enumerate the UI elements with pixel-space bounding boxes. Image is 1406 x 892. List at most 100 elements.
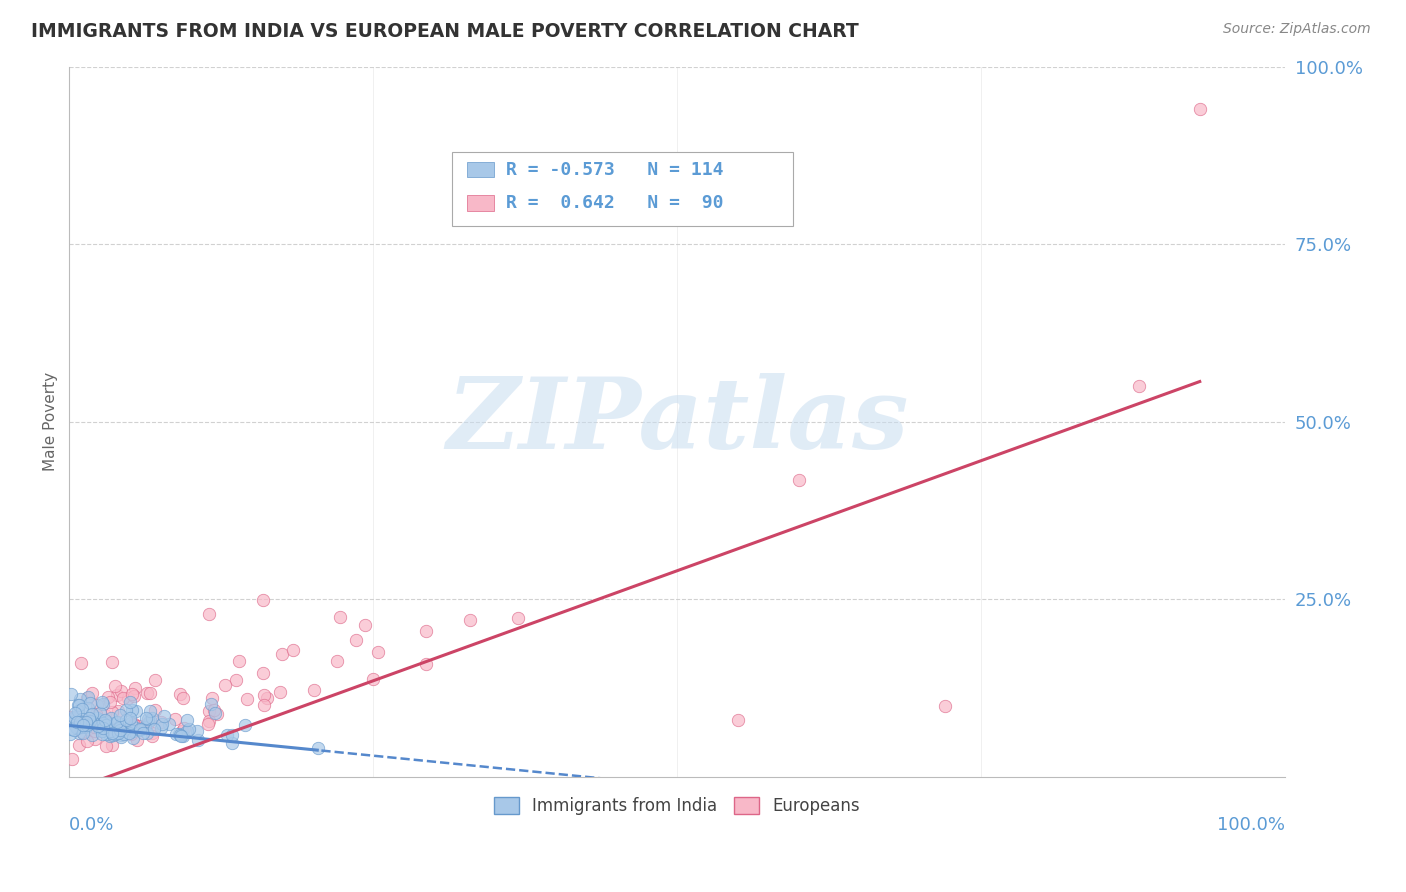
- Point: [128, 718, 150, 732]
- Point: [187, 732, 209, 747]
- Point: [150, 715, 173, 730]
- Point: [214, 678, 236, 692]
- Point: [165, 727, 187, 741]
- Point: [98, 696, 121, 710]
- Point: [86, 711, 108, 725]
- Point: [60, 716, 83, 731]
- Point: [63, 706, 86, 720]
- Point: [69, 692, 91, 706]
- Point: [201, 690, 224, 705]
- Point: [91, 715, 114, 730]
- Point: [458, 613, 481, 627]
- Point: [110, 723, 132, 737]
- Point: [197, 714, 219, 728]
- Point: [143, 703, 166, 717]
- Point: [136, 712, 159, 726]
- Point: [79, 714, 101, 728]
- Point: [163, 712, 186, 726]
- Point: [120, 723, 142, 738]
- Point: [217, 728, 239, 742]
- Text: R = -0.573   N = 114: R = -0.573 N = 114: [506, 161, 723, 178]
- Point: [62, 723, 84, 737]
- Point: [307, 740, 329, 755]
- Point: [233, 717, 256, 731]
- Point: [67, 698, 90, 712]
- Point: [70, 656, 93, 670]
- Point: [344, 632, 367, 647]
- Point: [134, 721, 156, 735]
- Point: [121, 731, 143, 746]
- Point: [727, 713, 749, 727]
- Point: [197, 716, 219, 731]
- Point: [72, 715, 94, 730]
- Point: [80, 706, 103, 721]
- Point: [97, 690, 120, 704]
- Point: [118, 711, 141, 725]
- Point: [76, 690, 98, 704]
- Point: [107, 688, 129, 702]
- Point: [204, 706, 226, 720]
- Point: [110, 717, 132, 731]
- Y-axis label: Male Poverty: Male Poverty: [44, 372, 58, 471]
- Point: [122, 717, 145, 731]
- Point: [197, 607, 219, 622]
- Point: [82, 715, 104, 730]
- Point: [139, 704, 162, 718]
- Point: [98, 724, 121, 739]
- Point: [221, 728, 243, 742]
- Point: [94, 714, 117, 729]
- Point: [253, 698, 276, 713]
- Point: [96, 717, 118, 731]
- Point: [91, 721, 114, 735]
- Point: [172, 690, 194, 705]
- Point: [72, 718, 94, 732]
- Point: [108, 707, 131, 722]
- Point: [110, 728, 132, 742]
- Point: [176, 713, 198, 727]
- Point: [76, 690, 98, 705]
- Point: [107, 704, 129, 718]
- Point: [129, 723, 152, 737]
- Point: [152, 708, 174, 723]
- Point: [69, 714, 91, 728]
- Point: [82, 728, 104, 742]
- Point: [173, 721, 195, 735]
- Point: [60, 722, 83, 736]
- Point: [77, 711, 100, 725]
- Point: [112, 727, 135, 741]
- Point: [141, 725, 163, 739]
- Point: [103, 728, 125, 742]
- Point: [67, 719, 90, 733]
- Point: [256, 690, 278, 705]
- Point: [157, 716, 180, 731]
- Point: [83, 720, 105, 734]
- Point: [169, 687, 191, 701]
- Point: [415, 657, 437, 672]
- Point: [114, 703, 136, 717]
- Point: [787, 473, 810, 487]
- Point: [136, 716, 159, 731]
- Point: [150, 717, 173, 731]
- Point: [269, 685, 291, 699]
- Point: [115, 713, 138, 727]
- Point: [97, 718, 120, 732]
- Point: [107, 726, 129, 740]
- Point: [83, 732, 105, 747]
- Point: [225, 673, 247, 688]
- Point: [169, 728, 191, 742]
- Point: [271, 647, 294, 661]
- Point: [70, 725, 93, 739]
- Point: [120, 695, 142, 709]
- Point: [100, 725, 122, 739]
- Point: [121, 687, 143, 701]
- Point: [91, 698, 114, 712]
- Point: [104, 727, 127, 741]
- Point: [143, 722, 166, 736]
- Point: [141, 729, 163, 743]
- Point: [70, 712, 93, 726]
- Point: [76, 718, 98, 732]
- Point: [67, 725, 90, 739]
- Point: [110, 730, 132, 744]
- Point: [63, 711, 86, 725]
- Point: [236, 692, 259, 706]
